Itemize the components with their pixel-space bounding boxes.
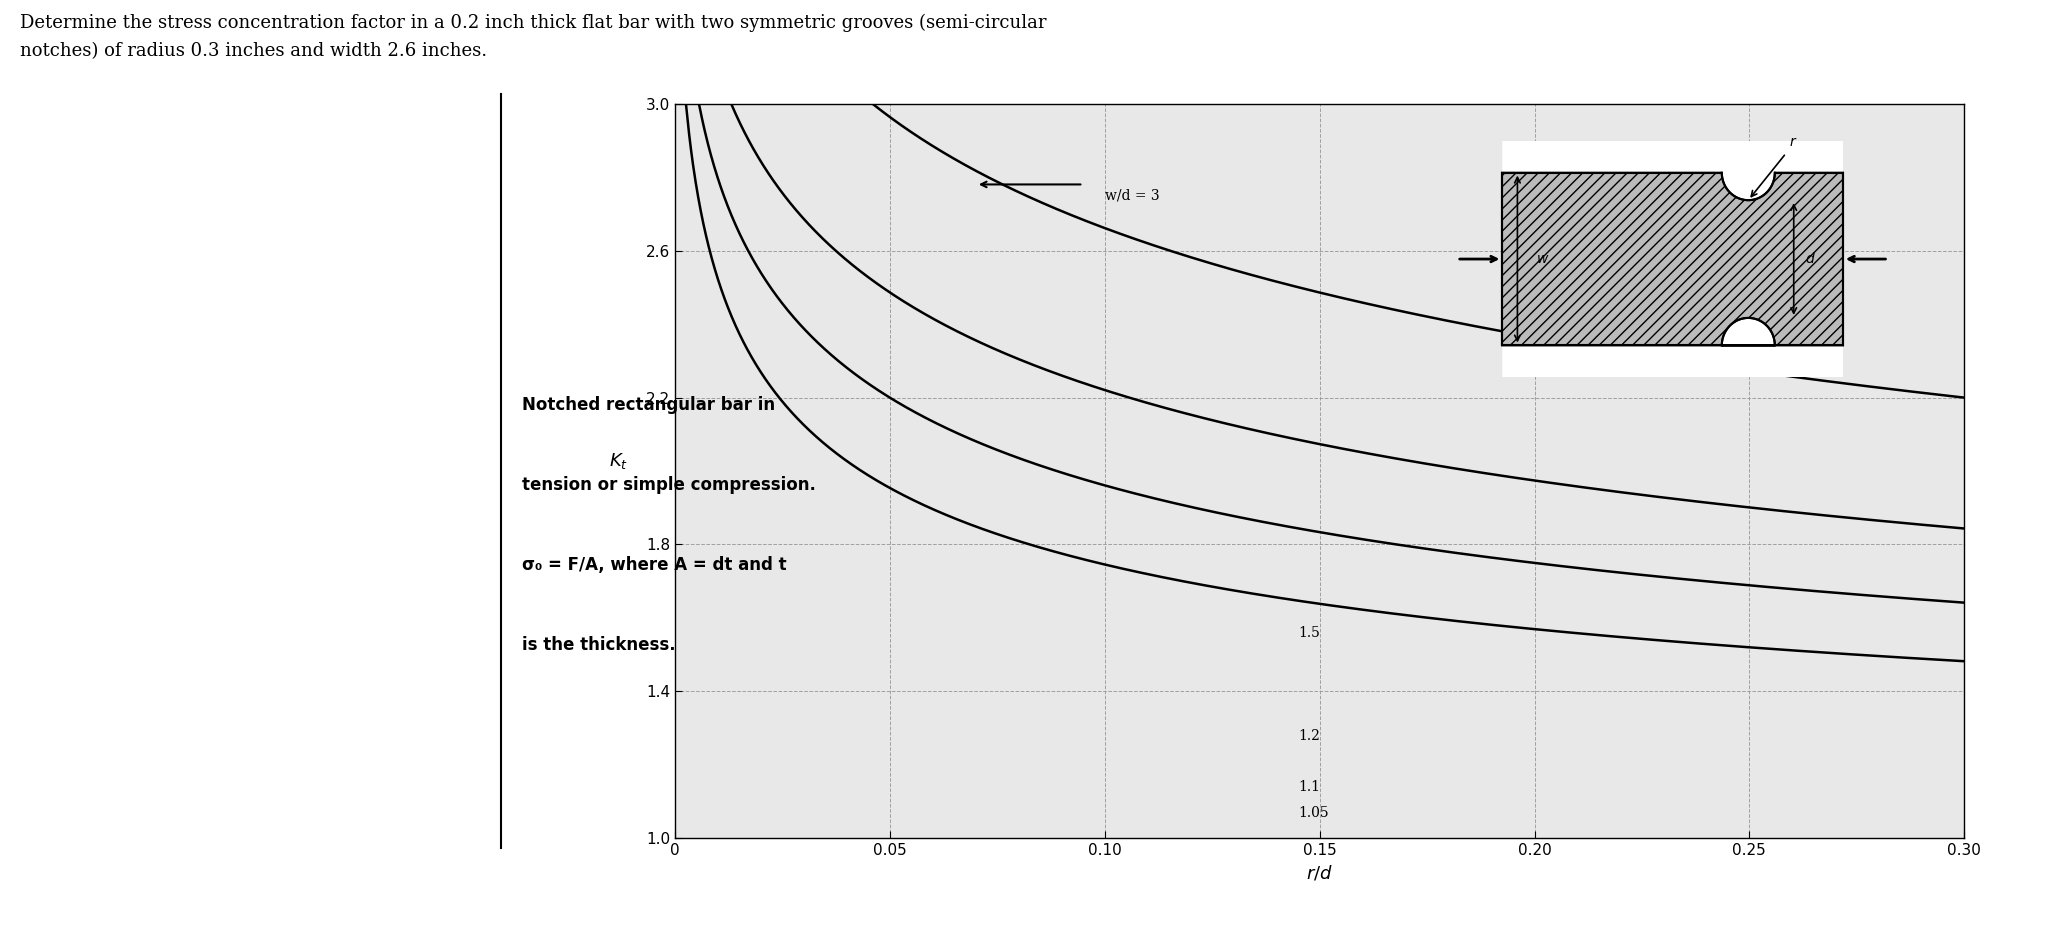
- Text: 1.5: 1.5: [1297, 625, 1320, 640]
- Text: Determine the stress concentration factor in a 0.2 inch thick flat bar with two : Determine the stress concentration facto…: [20, 14, 1048, 32]
- Text: d: d: [1805, 252, 1815, 266]
- Text: σ₀ = F/A, where A = dt and t: σ₀ = F/A, where A = dt and t: [522, 556, 786, 574]
- Text: notches) of radius 0.3 inches and width 2.6 inches.: notches) of radius 0.3 inches and width …: [20, 42, 487, 60]
- Text: 1.1: 1.1: [1297, 780, 1320, 794]
- Text: Notched rectangular bar in: Notched rectangular bar in: [522, 396, 775, 414]
- Text: w: w: [1537, 252, 1547, 266]
- Text: r: r: [1790, 135, 1796, 149]
- Polygon shape: [1502, 172, 1843, 346]
- Text: w/d = 3: w/d = 3: [1105, 188, 1160, 203]
- Polygon shape: [1502, 134, 1843, 200]
- Text: is the thickness.: is the thickness.: [522, 636, 675, 654]
- Text: tension or simple compression.: tension or simple compression.: [522, 476, 816, 494]
- Text: 1.05: 1.05: [1297, 805, 1328, 820]
- Polygon shape: [1502, 318, 1843, 384]
- X-axis label: $r/d$: $r/d$: [1305, 864, 1334, 883]
- Text: 1.2: 1.2: [1297, 728, 1320, 742]
- Y-axis label: $K_t$: $K_t$: [610, 451, 628, 471]
